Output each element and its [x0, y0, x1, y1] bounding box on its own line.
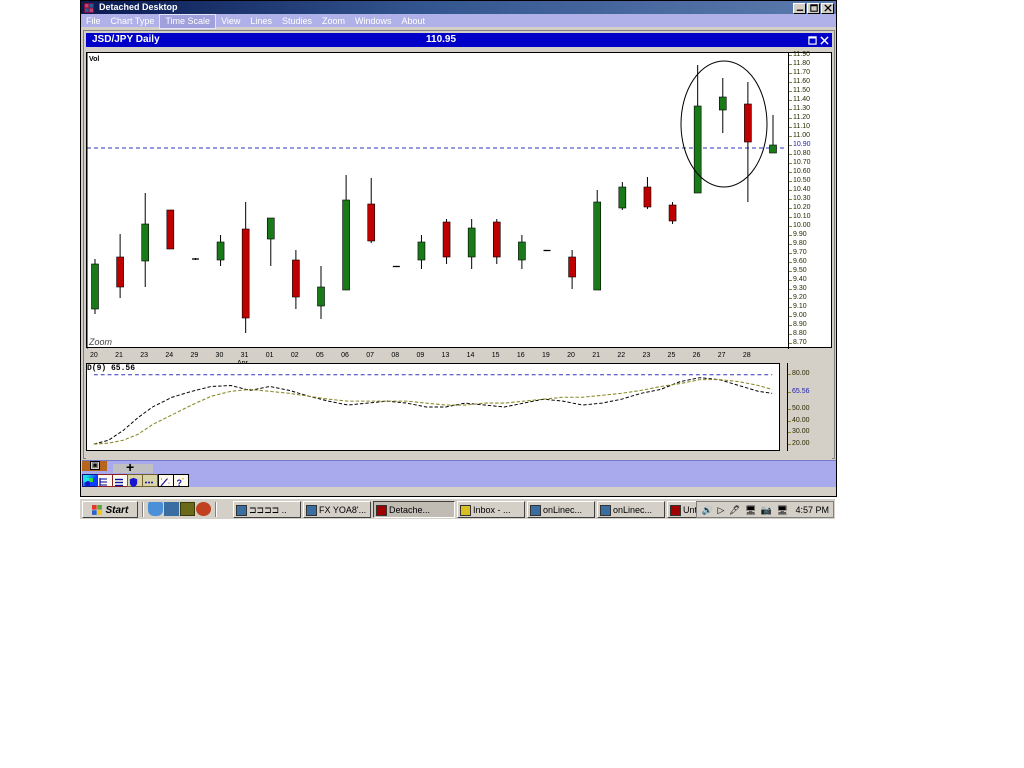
svg-text:?: ? — [177, 478, 183, 488]
svg-text:Zoom: Zoom — [88, 337, 113, 347]
svg-text:Vol: Vol — [89, 56, 99, 63]
